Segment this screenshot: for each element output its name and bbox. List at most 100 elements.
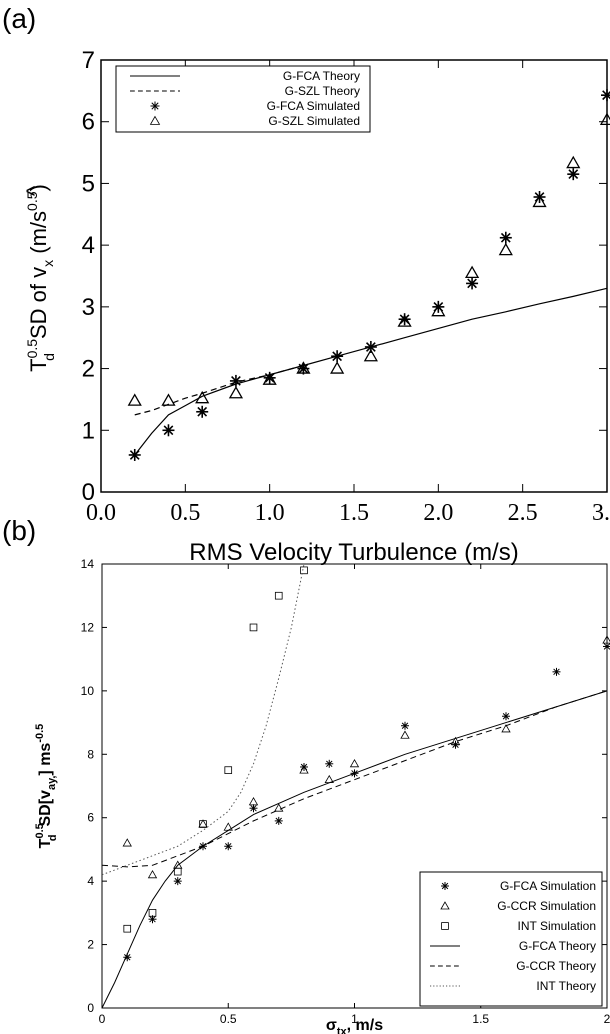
x-tick-label: 3.0 — [592, 500, 610, 526]
panel-b-legend: G-FCA Simulation G-CCR Simulation INT Simu… — [419, 871, 603, 1007]
legend-label: G-CCR Theory — [516, 959, 596, 973]
legend-label: G-FCA Simulated — [267, 99, 360, 113]
data-point — [296, 361, 311, 374]
legend-item-int-theory: INT Theory — [430, 979, 596, 993]
data-point — [498, 242, 513, 256]
ylabel-unit-sup: 0.5 — [24, 191, 40, 211]
data-point — [147, 869, 158, 879]
ylabel-prefix-sup: 0.5 — [34, 823, 46, 838]
y-tick-label: 7 — [82, 47, 95, 74]
series-g-fca-theory-line — [101, 690, 608, 1009]
legend-item-g-fca-theory: G-FCA Theory — [430, 939, 596, 953]
ylabel-prefix-sub: d — [41, 353, 57, 361]
data-point — [248, 797, 259, 806]
data-point — [599, 112, 610, 126]
data-point — [400, 730, 410, 739]
ylabel-close-sup: -0.5 — [34, 724, 46, 743]
ylabel-middle: SD[v — [37, 790, 54, 827]
x-tick-label: 0.0 — [86, 500, 116, 526]
ylabel-close: ] ms — [37, 743, 54, 776]
series-g-szl-simulated — [127, 112, 610, 406]
panel-a-series — [127, 89, 610, 461]
data-point — [127, 393, 142, 406]
data-point — [602, 635, 610, 644]
data-point — [122, 838, 132, 847]
x-tick-label: 0.5 — [220, 1012, 237, 1026]
panel-a-label: (a) — [2, 3, 36, 34]
data-point — [397, 314, 412, 327]
panel-b-ticks: 0 0.5 1 1.5 2 0 2 4 6 8 10 12 14 — [81, 557, 610, 1026]
legend-item-g-szl-theory: G-SZL Theory — [130, 84, 360, 98]
legend-item-g-szl-simulated: G-SZL Simulated — [149, 114, 360, 128]
data-point — [249, 804, 258, 813]
data-point — [162, 424, 175, 437]
x-tick-label: 2 — [604, 1012, 610, 1026]
series-g-szl-theory-line — [134, 364, 304, 416]
legend-label: G-SZL Simulated — [268, 114, 360, 128]
data-point — [249, 623, 258, 632]
y-tick-label: 6 — [82, 109, 95, 136]
data-point — [331, 350, 344, 363]
data-point — [128, 448, 141, 461]
panel-a-ticks: 0.0 0.5 1.0 1.5 2.0 2.5 3.0 0 1 2 3 4 5 6 7 — [82, 47, 610, 526]
legend-symbol — [441, 922, 449, 930]
y-tick-label: 10 — [81, 684, 95, 698]
y-tick-label: 14 — [81, 557, 95, 571]
data-point — [173, 867, 182, 876]
panel-b-series — [101, 563, 610, 1009]
chart-panel-b: 0 0.5 1 1.5 2 0 2 4 6 8 10 12 14 G-FCA Simulation G-C… — [34, 557, 610, 1034]
legend-label: G-FCA Theory — [283, 69, 360, 83]
y-tick-label: 0 — [87, 1001, 94, 1015]
panel-a-y-label-hat: ^ — [22, 185, 47, 196]
data-point — [148, 909, 157, 917]
legend-label: G-FCA Theory — [519, 939, 596, 953]
data-point — [464, 265, 480, 279]
legend-symbol — [149, 115, 161, 125]
data-point — [300, 762, 308, 771]
ylabel-prefix-sup: 0.5 — [24, 339, 40, 359]
series-int-simulation — [123, 566, 308, 933]
ylabel-middle-sub: ay, — [46, 776, 58, 790]
series-g-ccr-simulation — [122, 635, 610, 879]
data-point — [349, 758, 360, 768]
data-point — [195, 390, 210, 404]
data-point — [432, 300, 445, 313]
ylabel-unit-close: ) — [26, 184, 51, 191]
x-tick-label: 1 — [351, 1012, 358, 1026]
data-point — [262, 372, 277, 385]
ylabel-prefix: T — [37, 838, 54, 848]
ylabel-var: v — [26, 267, 51, 278]
legend-symbol — [441, 882, 449, 890]
data-point — [325, 759, 334, 768]
data-point — [161, 393, 176, 406]
data-point — [532, 194, 547, 208]
data-point — [224, 842, 233, 851]
legend-item-g-ccr-theory: G-CCR Theory — [430, 959, 596, 973]
y-tick-label: 2 — [82, 356, 95, 383]
y-tick-label: 0 — [82, 479, 95, 506]
y-tick-label: 8 — [87, 747, 94, 761]
y-tick-label: 5 — [82, 170, 95, 197]
legend-item-int-simulation: INT Simulation — [441, 919, 596, 933]
data-point — [173, 877, 182, 886]
y-tick-label: 4 — [82, 232, 95, 259]
ylabel-prefix-sub: d — [47, 835, 59, 842]
legend-item-g-fca-simulated: G-FCA Simulated — [150, 99, 360, 113]
data-point — [199, 820, 207, 828]
x-tick-label: 0 — [99, 1012, 106, 1026]
series-g-ccr-theory-line — [101, 690, 608, 868]
legend-label: G-FCA Simulation — [500, 879, 596, 893]
data-point — [300, 566, 308, 575]
data-point — [501, 724, 511, 733]
legend-box — [115, 65, 371, 133]
data-point — [196, 405, 209, 418]
data-point — [330, 361, 345, 374]
data-point — [229, 374, 242, 387]
y-tick-label: 3 — [82, 294, 95, 321]
data-point — [601, 89, 610, 102]
x-tick-label: 1.5 — [339, 500, 369, 526]
legend-label: G-SZL Theory — [285, 84, 360, 98]
x-tick-label: 2.5 — [508, 500, 538, 526]
data-point — [274, 803, 284, 812]
